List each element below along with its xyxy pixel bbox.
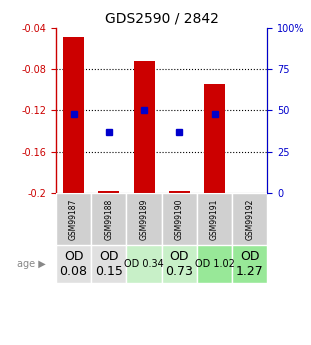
Bar	[133, 61, 155, 193]
FancyBboxPatch shape	[91, 245, 127, 283]
Text: OD
0.15: OD 0.15	[95, 250, 123, 278]
Text: GSM99189: GSM99189	[140, 198, 149, 240]
Text: OD 1.02: OD 1.02	[195, 259, 234, 269]
Bar	[204, 85, 225, 193]
FancyBboxPatch shape	[232, 245, 267, 283]
Text: OD
0.73: OD 0.73	[165, 250, 193, 278]
FancyBboxPatch shape	[127, 193, 162, 245]
FancyBboxPatch shape	[127, 245, 162, 283]
FancyBboxPatch shape	[197, 245, 232, 283]
FancyBboxPatch shape	[56, 193, 91, 245]
FancyBboxPatch shape	[162, 245, 197, 283]
Text: age ▶: age ▶	[17, 259, 45, 269]
Text: GSM99192: GSM99192	[245, 198, 254, 240]
Bar	[98, 191, 119, 193]
Text: GSM99190: GSM99190	[175, 198, 184, 240]
Text: OD
0.08: OD 0.08	[60, 250, 88, 278]
Text: OD
1.27: OD 1.27	[236, 250, 264, 278]
Bar	[63, 37, 84, 193]
Text: GSM99191: GSM99191	[210, 198, 219, 240]
FancyBboxPatch shape	[232, 193, 267, 245]
Title: GDS2590 / 2842: GDS2590 / 2842	[105, 11, 219, 25]
Text: OD 0.34: OD 0.34	[124, 259, 164, 269]
FancyBboxPatch shape	[91, 193, 127, 245]
FancyBboxPatch shape	[162, 193, 197, 245]
FancyBboxPatch shape	[56, 245, 91, 283]
Text: GSM99187: GSM99187	[69, 198, 78, 240]
FancyBboxPatch shape	[197, 193, 232, 245]
Text: GSM99188: GSM99188	[104, 198, 113, 240]
Bar	[169, 191, 190, 193]
